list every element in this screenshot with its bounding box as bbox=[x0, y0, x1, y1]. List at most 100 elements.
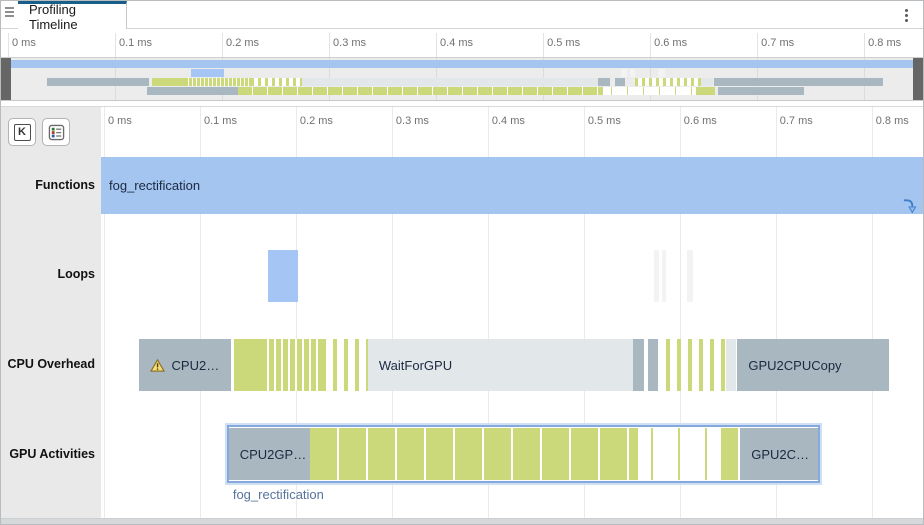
timeline-segment-copy[interactable] bbox=[648, 339, 658, 391]
timeline-segment-loop-faint[interactable] bbox=[661, 250, 667, 302]
ruler-tick-label: 0.8 ms bbox=[868, 37, 902, 49]
plot-gridline bbox=[487, 107, 489, 518]
timeline-segment-loop-faint bbox=[621, 69, 627, 77]
timeline-segment-green-s[interactable] bbox=[321, 339, 368, 391]
timeline-segment-green-s bbox=[250, 78, 303, 86]
timeline-segment-loop[interactable] bbox=[268, 250, 298, 302]
timeline-plot-area: 0 ms 0.1 ms 0.2 ms 0.3 ms 0.4 ms 0.5 ms 0.6 ms… bbox=[101, 107, 923, 518]
plot-ruler-label: 0.5 ms bbox=[587, 115, 621, 127]
timeline-segment-cpu2 bbox=[46, 78, 150, 86]
ruler-tick-label: 0.7 ms bbox=[761, 37, 795, 49]
timeline-segment-fog-rectification bbox=[1, 60, 923, 68]
timeline-segment-loop-faint[interactable] bbox=[653, 250, 659, 302]
kebab-menu-icon[interactable] bbox=[895, 4, 917, 26]
timeline-segment-copy bbox=[597, 78, 611, 86]
timeline-segment-green-s bbox=[635, 78, 702, 86]
ruler-tick bbox=[222, 33, 224, 57]
ruler-tick bbox=[864, 33, 866, 57]
ruler-tick bbox=[7, 33, 9, 57]
timeline-segment-loop bbox=[190, 69, 225, 77]
timeline-main-panel: K Functions Loops CPU Overhead GPU Activiti… bbox=[1, 106, 923, 518]
timeline-segment-cpu2gp[interactable]: CPU2GP… bbox=[228, 428, 311, 480]
track-functions: fog_rectification bbox=[101, 157, 923, 214]
plot-ruler-label: 0.6 ms bbox=[683, 115, 717, 127]
minimap-row-loops bbox=[1, 69, 923, 77]
panel-grip-icon[interactable] bbox=[1, 1, 19, 28]
ruler-tick bbox=[650, 33, 652, 57]
tab-profiling-timeline[interactable]: Profiling Timeline bbox=[18, 1, 127, 32]
timeline-segment-copy bbox=[614, 78, 626, 86]
timeline-segment-gpu2c[interactable]: GPU2C… bbox=[740, 428, 818, 480]
row-label-loops: Loops bbox=[57, 267, 96, 281]
timeline-segment-green-s[interactable] bbox=[666, 339, 726, 391]
timeline-minimap[interactable] bbox=[1, 57, 923, 101]
ruler-tick bbox=[543, 33, 545, 57]
plot-gridline bbox=[775, 107, 777, 518]
minimap-row-gpu-activities bbox=[1, 87, 923, 95]
timeline-segment-gpu2cpucopy[interactable]: GPU2CPUCopy bbox=[737, 339, 889, 391]
plot-ruler-label: 0.4 ms bbox=[491, 115, 525, 127]
plot-gridline bbox=[391, 107, 393, 518]
row-label-functions: Functions bbox=[35, 178, 95, 192]
overview-panel: 0 ms 0.1 ms 0.2 ms 0.3 ms 0.4 ms 0.5 ms 0.6 ms… bbox=[1, 29, 923, 106]
timeline-segment-waitforgpu bbox=[302, 78, 598, 86]
plot-gridline bbox=[103, 107, 105, 518]
timeline-segment-fog-rectification[interactable]: fog_rectification bbox=[101, 157, 923, 214]
timeline-segment-gpu2cpucopy bbox=[714, 78, 884, 86]
timeline-segment-cpu2[interactable]: CPU2… bbox=[138, 339, 231, 391]
minimap-row-cpu-overhead bbox=[1, 78, 923, 86]
plot-ruler-label: 0.8 ms bbox=[875, 115, 909, 127]
timeline-segment-loop-faint bbox=[629, 69, 636, 77]
plot-gridline bbox=[871, 107, 873, 518]
minimap-left-handle[interactable] bbox=[1, 58, 11, 100]
timeline-segment-green-w[interactable] bbox=[310, 428, 638, 480]
timeline-segment-green[interactable] bbox=[233, 339, 263, 391]
plot-ruler-label: 0 ms bbox=[107, 115, 132, 127]
ruler-tick-label: 0.4 ms bbox=[440, 37, 474, 49]
timeline-segment-wait bbox=[701, 78, 714, 86]
ruler-tick bbox=[329, 33, 331, 57]
bottom-scrollbar-track[interactable] bbox=[1, 518, 923, 524]
ruler-tick bbox=[436, 33, 438, 57]
tab-label: Profiling Timeline bbox=[29, 1, 78, 32]
ruler-tick-label: 0.6 ms bbox=[654, 37, 688, 49]
group-label-fog-rectification: fog_rectification bbox=[232, 487, 324, 502]
timeline-segment-copy[interactable] bbox=[632, 339, 645, 391]
timeline-segment-green bbox=[696, 87, 716, 95]
timeline-segment-green[interactable] bbox=[721, 428, 739, 480]
ruler-tick-label: 0.2 ms bbox=[226, 37, 260, 49]
track-gpu-activities: CPU2GP… GPU2C… bbox=[101, 425, 923, 483]
plot-ruler-label: 0.3 ms bbox=[395, 115, 429, 127]
track-cpu-overhead: CPU2… WaitForGPU GPU2CPUCopy bbox=[101, 339, 923, 391]
timeline-segment-green bbox=[152, 78, 185, 86]
warning-icon bbox=[149, 358, 165, 372]
minimap-right-handle[interactable] bbox=[913, 58, 923, 100]
tab-bar: Profiling Timeline bbox=[1, 1, 923, 32]
timeline-segment-gpu2c bbox=[717, 87, 805, 95]
segment-label: WaitForGPU bbox=[378, 357, 453, 373]
timeline-segment-cpu2gp bbox=[147, 87, 239, 95]
timeline-segment-loop-faint bbox=[657, 69, 666, 77]
timeline-segment-wait[interactable] bbox=[725, 339, 737, 391]
timeline-segment-green-d[interactable] bbox=[262, 339, 322, 391]
segment-label: GPU2CPUCopy bbox=[748, 357, 842, 373]
segment-label: CPU2… bbox=[171, 357, 220, 373]
overview-ruler: 0 ms 0.1 ms 0.2 ms 0.3 ms 0.4 ms 0.5 ms 0.6 ms… bbox=[1, 29, 923, 57]
ruler-tick bbox=[757, 33, 759, 57]
ruler-tick bbox=[115, 33, 116, 57]
legend-list-icon bbox=[48, 124, 64, 140]
plot-gridline bbox=[295, 107, 297, 518]
timeline-segment-green-x bbox=[603, 87, 697, 95]
timeline-segment-waitforgpu[interactable]: WaitForGPU bbox=[367, 339, 633, 391]
kernel-info-button[interactable]: K bbox=[8, 118, 36, 146]
timeline-segment-green-x[interactable] bbox=[637, 428, 722, 480]
row-label-cpu-overhead: CPU Overhead bbox=[7, 357, 95, 371]
plot-ruler-label: 0.1 ms bbox=[203, 115, 237, 127]
segment-label: GPU2C… bbox=[751, 446, 810, 462]
plot-ruler-label: 0.2 ms bbox=[299, 115, 333, 127]
timeline-segment-loop-faint[interactable] bbox=[686, 250, 694, 302]
segment-label: CPU2GP… bbox=[239, 446, 307, 462]
legend-button[interactable] bbox=[42, 118, 70, 146]
curved-arrow-cursor-icon bbox=[903, 199, 917, 214]
